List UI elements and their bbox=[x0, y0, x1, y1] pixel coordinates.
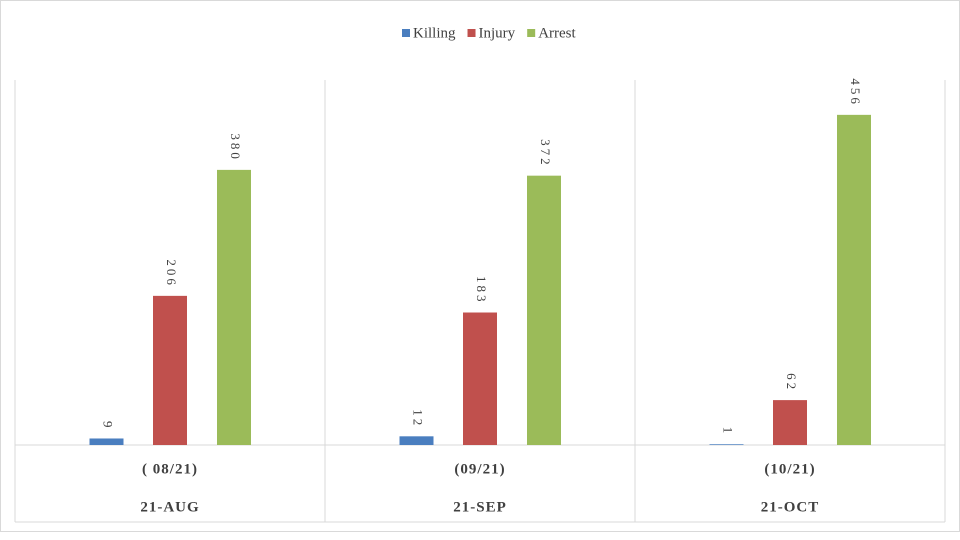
x-group-label: 21-SEP bbox=[453, 499, 507, 515]
bar bbox=[153, 295, 187, 445]
bar bbox=[837, 114, 871, 445]
legend-label: Killing bbox=[413, 25, 456, 41]
x-group-label: 21-OCT bbox=[761, 499, 820, 515]
value-label: 183 bbox=[474, 276, 489, 305]
x-group-label: 21-AUG bbox=[140, 499, 199, 515]
value-label: 380 bbox=[228, 133, 243, 162]
x-tick-label: (09/21) bbox=[454, 461, 505, 477]
x-tick-label: (10/21) bbox=[764, 461, 815, 477]
legend-swatch bbox=[527, 29, 536, 37]
value-label: 372 bbox=[538, 139, 553, 168]
value-label: 12 bbox=[411, 409, 426, 428]
value-label: 456 bbox=[848, 78, 863, 107]
bar bbox=[773, 400, 807, 445]
bar bbox=[709, 444, 744, 445]
value-label: 206 bbox=[164, 259, 179, 288]
legend-swatch bbox=[402, 29, 410, 37]
bar bbox=[527, 175, 561, 445]
legend-label: Injury bbox=[479, 25, 516, 41]
legend-label: Arrest bbox=[538, 25, 576, 41]
value-label: 9 bbox=[101, 421, 116, 431]
value-label: 1 bbox=[721, 427, 736, 437]
bar bbox=[463, 312, 497, 445]
value-label: 62 bbox=[784, 373, 799, 392]
bar bbox=[89, 438, 124, 445]
x-tick-label: ( 08/21) bbox=[142, 461, 198, 477]
bar bbox=[399, 436, 434, 445]
legend-swatch bbox=[467, 29, 476, 37]
bar bbox=[217, 169, 251, 445]
